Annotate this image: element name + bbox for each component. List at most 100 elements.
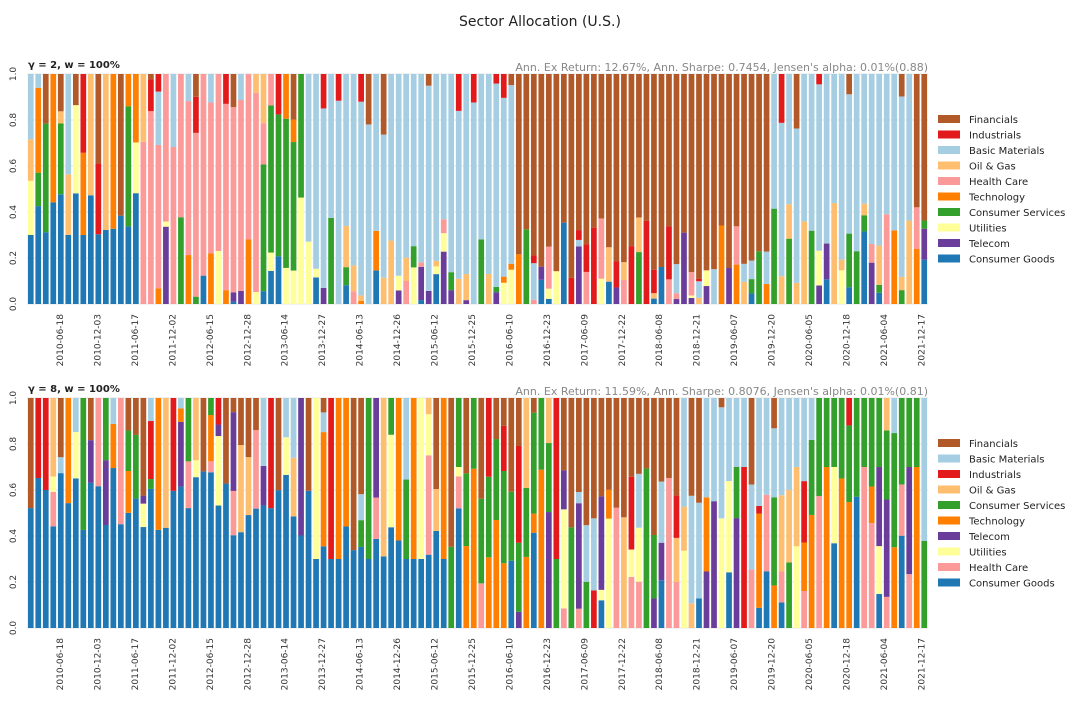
bar-segment xyxy=(410,267,417,304)
bar-segment xyxy=(110,228,117,304)
bar-segment xyxy=(823,74,830,244)
x-tick-label: 2014-12-26 xyxy=(393,314,403,367)
bar-segment xyxy=(140,398,147,496)
bar-segment xyxy=(846,425,853,503)
bar-segment xyxy=(125,398,132,431)
bar-segment xyxy=(215,424,222,437)
bar-segment xyxy=(718,398,725,408)
bar-segment xyxy=(493,286,500,293)
bar-segment xyxy=(50,202,57,304)
bar-segment xyxy=(350,291,357,304)
y-tick-label: 0.4 xyxy=(9,529,19,544)
x-tick-label: 2020-12-18 xyxy=(842,638,852,691)
stacked-bar xyxy=(50,74,57,304)
bar-segment xyxy=(778,122,785,277)
stacked-bar xyxy=(95,398,102,628)
bar-segment xyxy=(636,473,642,528)
stacked-bar xyxy=(215,74,222,304)
bar-segment xyxy=(200,398,207,472)
stacked-bar xyxy=(140,74,147,304)
legend-swatch xyxy=(938,485,960,494)
bar-segment xyxy=(418,74,425,263)
bar-segment xyxy=(741,467,747,628)
x-tick-label: 2012-12-28 xyxy=(243,314,253,367)
bar-segment xyxy=(230,412,237,491)
bar-segment xyxy=(515,254,522,304)
stacked-bar xyxy=(726,74,732,304)
bar-segment xyxy=(238,290,244,304)
bar-segment xyxy=(163,527,169,628)
legend-swatch xyxy=(938,547,960,556)
stacked-bar xyxy=(921,74,928,304)
bar-segment xyxy=(816,84,822,251)
stacked-bar xyxy=(65,74,72,304)
bar-segment xyxy=(763,398,770,495)
bar-segment xyxy=(365,559,372,628)
x-tick-label: 2021-06-04 xyxy=(880,638,890,691)
bar-segment xyxy=(508,269,515,304)
stacked-bar xyxy=(628,74,635,304)
bar-segment xyxy=(741,281,747,304)
bar-segment xyxy=(148,111,154,304)
bar-segment xyxy=(373,74,379,231)
stacked-bar xyxy=(831,74,837,304)
bar-segment xyxy=(868,262,875,304)
bar-segment xyxy=(868,243,875,263)
stacked-bar xyxy=(358,398,364,628)
bar-segment xyxy=(223,103,229,291)
stacked-bar xyxy=(193,398,199,628)
bar-segment xyxy=(666,226,672,280)
bar-segment xyxy=(763,251,770,285)
bar-segment xyxy=(748,569,755,628)
bar-segment xyxy=(606,518,612,628)
bar-segment xyxy=(358,398,364,495)
bar-segment xyxy=(448,272,455,291)
bar-segment xyxy=(576,230,582,240)
stacked-bar xyxy=(838,398,845,628)
legend-label: Industrials xyxy=(969,470,1021,481)
stacked-bar xyxy=(681,74,687,304)
stacked-bar xyxy=(395,398,402,628)
bar-segment xyxy=(793,128,800,283)
bar-segment xyxy=(846,94,853,234)
bar-segment xyxy=(87,398,94,441)
bar-segment xyxy=(170,74,177,147)
bar-segment xyxy=(666,74,672,227)
bar-segment xyxy=(290,398,297,458)
bar-segment xyxy=(906,74,913,221)
legend-swatch xyxy=(938,177,960,185)
bar-segment xyxy=(65,503,72,628)
legend-label: Consumer Services xyxy=(969,208,1065,219)
bar-segment xyxy=(621,517,627,628)
bar-segment xyxy=(861,74,868,204)
bar-segment xyxy=(95,398,102,487)
stacked-bar xyxy=(876,398,883,628)
x-tick-label: 2010-06-18 xyxy=(56,638,66,691)
y-tick-label: 0.8 xyxy=(9,437,19,452)
bar-segment xyxy=(343,398,349,527)
bar-segment xyxy=(545,298,552,304)
bar-segment xyxy=(268,508,274,628)
bar-segment xyxy=(380,277,387,304)
bar-segment xyxy=(553,74,560,272)
bar-segment xyxy=(763,74,770,252)
stacked-bar xyxy=(868,398,875,628)
bar-segment xyxy=(178,398,184,409)
bar-segment xyxy=(703,286,710,304)
bar-segment xyxy=(418,300,425,304)
bar-segment xyxy=(883,430,890,500)
bar-segment xyxy=(733,518,740,628)
bar-segment xyxy=(148,488,154,628)
bar-segment xyxy=(35,172,42,207)
x-tick-label: 2010-12-03 xyxy=(93,638,103,690)
bar-segment xyxy=(380,556,387,628)
bar-segment xyxy=(636,398,642,474)
bar-segment xyxy=(523,398,530,488)
bar-segment xyxy=(898,276,905,291)
bar-segment xyxy=(245,457,252,516)
bar-segment xyxy=(861,231,868,304)
bar-segment xyxy=(388,240,395,304)
stacked-bar xyxy=(87,74,94,304)
bar-segment xyxy=(568,74,575,278)
bar-segment xyxy=(358,295,364,301)
